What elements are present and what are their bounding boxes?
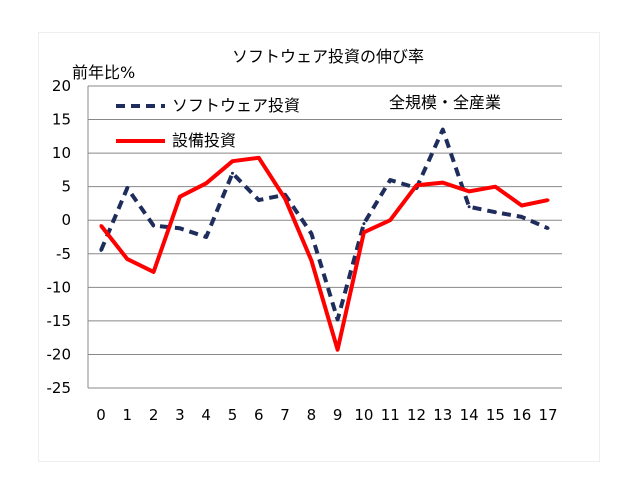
series-line-0 <box>99 127 549 322</box>
data-point <box>257 198 261 202</box>
series-line-1 <box>99 155 549 352</box>
data-point <box>309 258 313 262</box>
data-point <box>125 186 129 190</box>
data-point <box>125 257 129 261</box>
y-tick-labels: 20 15 10 5 0 -5 -10 -15 -20 -25 <box>47 77 72 397</box>
data-point <box>230 171 234 175</box>
data-point <box>441 181 445 185</box>
data-point <box>546 226 550 230</box>
x-tick-label: 9 <box>333 406 343 424</box>
x-tick-label: 15 <box>486 406 505 424</box>
legend-label-software: ソフトウェア投資 <box>172 96 300 115</box>
data-point <box>204 181 208 185</box>
y-tick-label: 20 <box>52 77 71 95</box>
data-point <box>99 248 103 252</box>
data-point <box>336 348 340 352</box>
x-tick-label: 16 <box>512 406 531 424</box>
y-axis-label: 前年比% <box>72 63 135 82</box>
data-point <box>467 189 471 193</box>
x-tick-label: 12 <box>407 406 426 424</box>
data-point <box>546 198 550 202</box>
x-tick-label: 0 <box>96 406 106 424</box>
y-tick-label: 10 <box>52 144 71 162</box>
data-point <box>441 128 445 132</box>
data-point <box>388 218 392 222</box>
data-point <box>309 232 313 236</box>
x-tick-labels: 0 1 2 3 4 5 6 7 8 9 10 11 12 13 14 15 16 17 <box>96 406 557 424</box>
y-tick-label: -15 <box>47 312 72 330</box>
legend-label-capex: 設備投資 <box>172 131 236 150</box>
grid-lines <box>88 85 562 389</box>
data-point <box>178 195 182 199</box>
data-point <box>99 224 103 228</box>
x-tick-label: 11 <box>381 406 400 424</box>
chart-title: ソフトウェア投資の伸び率 <box>232 47 424 66</box>
x-tick-label: 4 <box>201 406 211 424</box>
data-point <box>388 178 392 182</box>
data-point <box>230 159 234 163</box>
x-tick-label: 6 <box>254 406 264 424</box>
data-point <box>493 210 497 214</box>
data-point <box>362 222 366 226</box>
x-tick-label: 17 <box>538 406 557 424</box>
y-tick-label: 5 <box>61 178 71 196</box>
series-lines <box>99 127 550 352</box>
x-tick-label: 8 <box>307 406 317 424</box>
x-tick-label: 3 <box>175 406 185 424</box>
chart-annotation: 全規模・全産業 <box>389 93 501 112</box>
x-tick-label: 5 <box>228 406 238 424</box>
data-point <box>467 205 471 209</box>
x-tick-label: 1 <box>123 406 133 424</box>
data-point <box>362 230 366 234</box>
legend: ソフトウェア投資 設備投資 <box>116 96 300 150</box>
data-point <box>204 235 208 239</box>
y-tick-label: 0 <box>61 211 71 229</box>
x-tick-label: 7 <box>280 406 290 424</box>
data-point <box>178 226 182 230</box>
x-tick-label: 2 <box>149 406 159 424</box>
y-tick-label: -5 <box>56 245 71 263</box>
data-point <box>415 183 419 187</box>
data-point <box>152 224 156 228</box>
data-point <box>336 318 340 322</box>
data-point <box>493 185 497 189</box>
data-point <box>283 197 287 201</box>
data-point <box>520 215 524 219</box>
data-point <box>257 156 261 160</box>
y-tick-label: 15 <box>52 111 71 129</box>
x-tick-label: 14 <box>460 406 479 424</box>
y-tick-label: -10 <box>47 278 72 296</box>
data-point <box>152 270 156 274</box>
x-tick-label: 10 <box>354 406 373 424</box>
y-tick-label: -25 <box>47 379 72 397</box>
y-tick-label: -20 <box>47 345 72 363</box>
x-tick-label: 13 <box>433 406 452 424</box>
chart-area <box>38 32 600 462</box>
data-point <box>520 203 524 207</box>
